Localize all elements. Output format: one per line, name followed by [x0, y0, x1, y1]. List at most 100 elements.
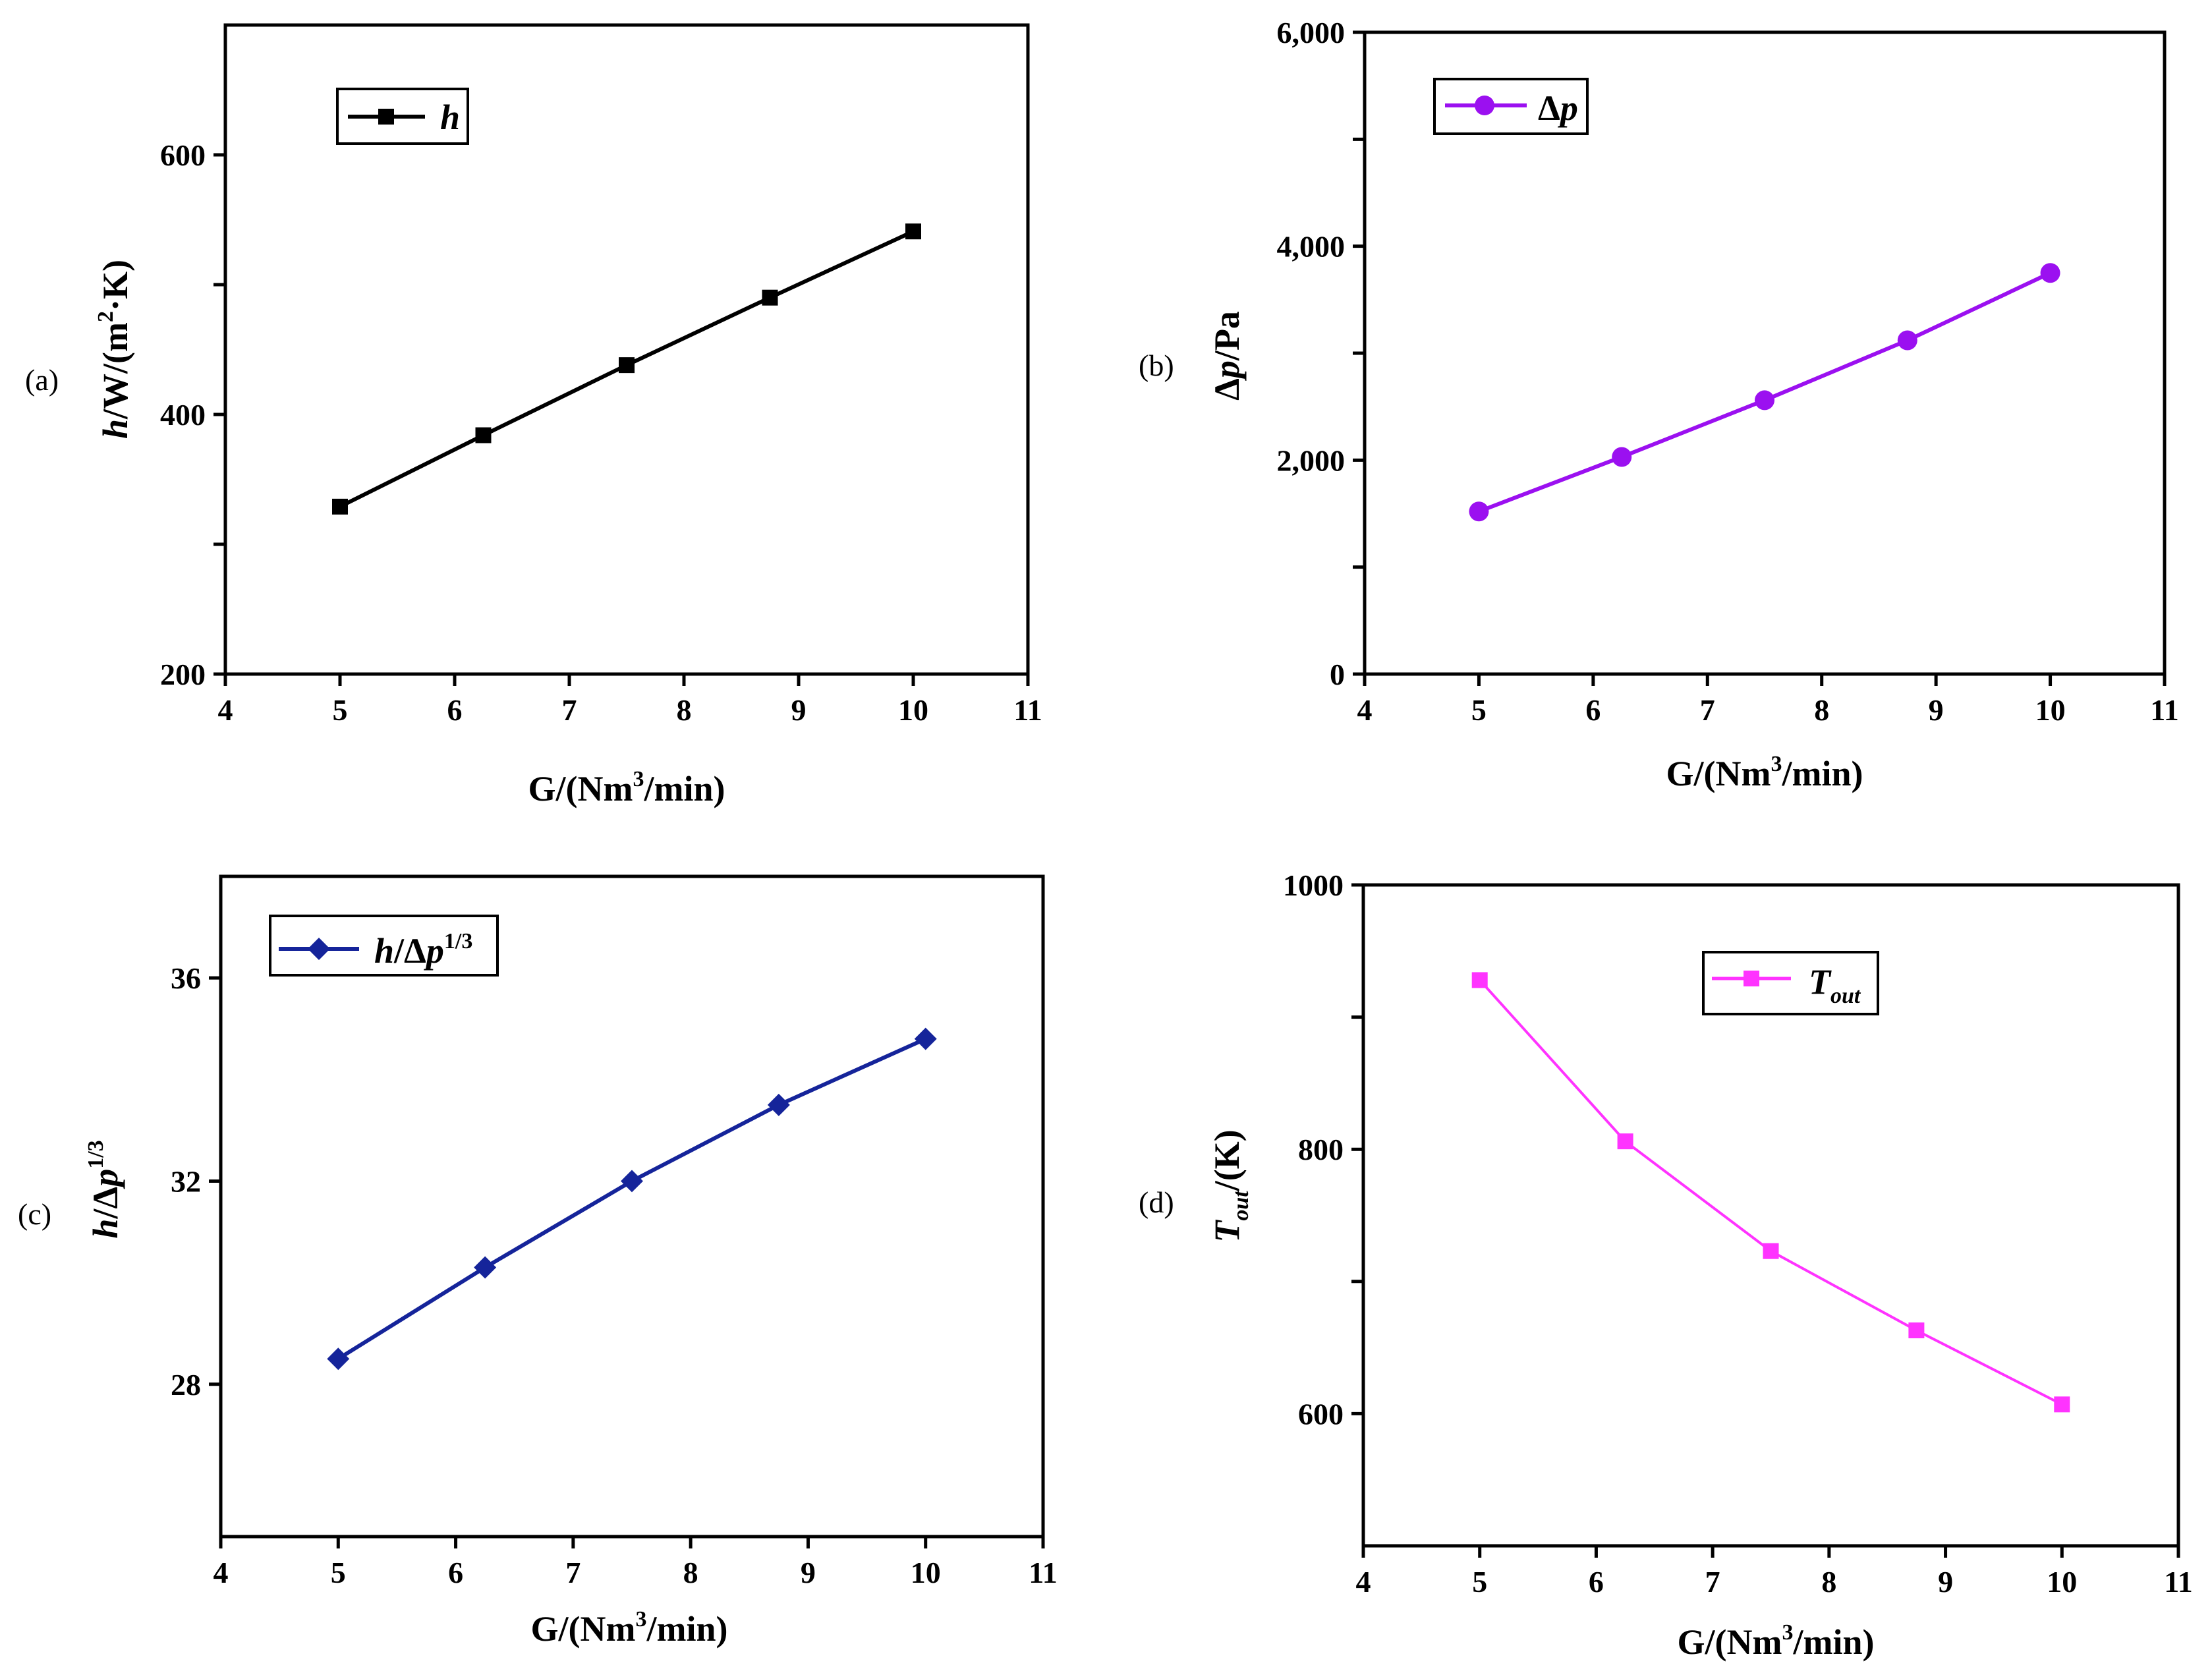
data-point-c-2 — [621, 1170, 643, 1193]
x-tick-label-a-6: 10 — [898, 693, 928, 727]
y-tick-label-b-6: 6,000 — [1277, 16, 1346, 49]
legend-c: h/Δp1/3 — [269, 915, 499, 977]
y-tick-label-b-0: 0 — [1330, 658, 1345, 691]
plot-frame-b — [1363, 30, 2167, 676]
series-line-d — [1479, 979, 2063, 1406]
x-tick-label-a-0: 4 — [218, 693, 233, 727]
panel-label-d: (d) — [1139, 1185, 1174, 1219]
y-tick-label-c-2: 36 — [171, 961, 201, 995]
data-point-a-0 — [332, 498, 348, 515]
x-tick-label-d-6: 10 — [2047, 1565, 2077, 1599]
data-point-b-3 — [1897, 330, 1917, 351]
x-tick-label-b-3: 7 — [1700, 693, 1715, 727]
x-tick-label-d-7: 11 — [2164, 1565, 2192, 1599]
data-point-c-1 — [474, 1256, 497, 1279]
y-tick-label-a-4: 600 — [160, 138, 206, 172]
x-axis-label-b: G/(Nm3/min) — [1666, 752, 1863, 793]
panel-label-a: (a) — [25, 363, 59, 397]
x-tick-label-b-7: 11 — [2150, 693, 2178, 727]
panel-c: 4 5 6 7 8 9 10 11 28 32 36 (c) G/(Nm3/min) h/Δp1/3… — [18, 874, 1058, 1649]
x-tick-label-c-2: 6 — [448, 1556, 463, 1589]
series-line-c — [337, 1036, 926, 1361]
x-tick-label-a-4: 8 — [677, 693, 692, 727]
x-tick-label-a-1: 5 — [333, 693, 348, 727]
data-point-d-1 — [1617, 1133, 1633, 1150]
legend-marker-d — [1744, 971, 1759, 986]
x-axis-label-a: G/(Nm3/min) — [528, 767, 725, 808]
data-point-d-0 — [1471, 972, 1488, 988]
x-tick-label-b-0: 4 — [1357, 693, 1373, 727]
data-point-c-3 — [767, 1093, 790, 1116]
panel-label-b: (b) — [1139, 349, 1174, 382]
legend-marker-a — [378, 109, 394, 125]
panel-d: 4 5 6 7 8 9 10 11 600 800 1000 (d) G/(Nm3/min) Tou… — [1139, 868, 2193, 1662]
legend-marker-b — [1475, 96, 1494, 115]
x-tick-label-a-2: 6 — [447, 693, 463, 727]
x-tick-label-c-1: 5 — [331, 1556, 346, 1589]
legend-d: Tout — [1702, 951, 1879, 1015]
x-tick-label-c-7: 11 — [1029, 1556, 1057, 1589]
x-tick-label-d-0: 4 — [1356, 1565, 1371, 1599]
x-tick-label-b-5: 9 — [1929, 693, 1944, 727]
data-point-c-0 — [327, 1347, 350, 1371]
legend-text-b: Δp — [1538, 88, 1578, 128]
data-point-d-3 — [1908, 1322, 1925, 1339]
y-tick-label-c-0: 28 — [171, 1368, 201, 1402]
x-tick-label-a-3: 7 — [562, 693, 577, 727]
data-point-b-2 — [1755, 390, 1774, 411]
data-point-d-2 — [1763, 1243, 1779, 1259]
y-tick-label-d-0: 600 — [1298, 1397, 1344, 1431]
x-tick-label-a-5: 9 — [791, 693, 807, 727]
data-point-b-1 — [1612, 447, 1632, 467]
y-tick-label-d-4: 1000 — [1283, 868, 1344, 902]
legend-a: h — [336, 88, 469, 145]
x-tick-label-d-3: 7 — [1705, 1565, 1720, 1599]
x-tick-label-b-1: 5 — [1471, 693, 1487, 727]
y-axis-label-d: Tout/(K) — [1207, 1129, 1253, 1242]
x-tick-label-b-4: 8 — [1814, 693, 1829, 727]
data-point-c-4 — [914, 1027, 937, 1050]
legend-box-c — [269, 915, 499, 977]
plot-frame-c — [219, 874, 1045, 1539]
y-tick-label-b-2: 2,000 — [1277, 443, 1346, 477]
y-tick-label-b-4: 4,000 — [1277, 230, 1346, 264]
y-tick-label-c-1: 32 — [171, 1164, 201, 1198]
x-tick-label-d-2: 6 — [1589, 1565, 1604, 1599]
x-tick-label-a-7: 11 — [1013, 693, 1042, 727]
y-tick-label-d-2: 800 — [1298, 1133, 1344, 1166]
data-point-a-2 — [619, 357, 635, 374]
y-axis-label-a: h/W/(m2·K) — [94, 260, 135, 439]
plot-frame-d — [1361, 883, 2180, 1548]
x-axis-label-d: G/(Nm3/min) — [1678, 1620, 1875, 1662]
y-tick-label-a-0: 200 — [160, 658, 206, 691]
data-point-a-1 — [475, 427, 492, 443]
legend-text-a: h — [440, 98, 460, 137]
legend-box-d — [1702, 951, 1879, 1015]
x-tick-label-c-4: 8 — [683, 1556, 698, 1589]
y-axis-label-c: h/Δp1/3 — [84, 1140, 125, 1238]
panel-a: 4 5 6 7 8 9 10 11 200 400 600 (a) G/(Nm3/min) h/W/… — [25, 23, 1042, 808]
panel-b: 4 5 6 7 8 9 10 11 0 2,000 4,000 6,000 (b) G/(Nm3/mi… — [1139, 16, 2179, 793]
x-tick-label-c-3: 7 — [565, 1556, 581, 1589]
x-axis-label-c: G/(Nm3/min) — [531, 1607, 728, 1649]
plot-frame-a — [223, 23, 1030, 676]
x-tick-label-c-5: 9 — [801, 1556, 816, 1589]
y-tick-label-a-2: 400 — [160, 398, 206, 432]
y-axis-label-b: Δp/Pa — [1207, 311, 1247, 401]
legend-text-c: h/Δp1/3 — [374, 929, 472, 971]
x-tick-label-d-4: 8 — [1821, 1565, 1836, 1599]
legend-text-d: Tout — [1809, 962, 1861, 1008]
x-tick-label-c-6: 10 — [911, 1556, 941, 1589]
data-point-d-4 — [2054, 1396, 2070, 1413]
data-point-b-0 — [1469, 501, 1489, 522]
x-tick-label-b-2: 6 — [1585, 693, 1601, 727]
x-tick-label-d-1: 5 — [1472, 1565, 1487, 1599]
legend-b: Δp — [1433, 78, 1589, 135]
x-tick-label-d-5: 9 — [1938, 1565, 1953, 1599]
panel-label-c: (c) — [18, 1197, 51, 1231]
data-point-a-4 — [905, 223, 921, 240]
data-point-b-4 — [2040, 263, 2060, 283]
data-point-a-3 — [762, 289, 778, 306]
legend-marker-c — [308, 938, 330, 960]
